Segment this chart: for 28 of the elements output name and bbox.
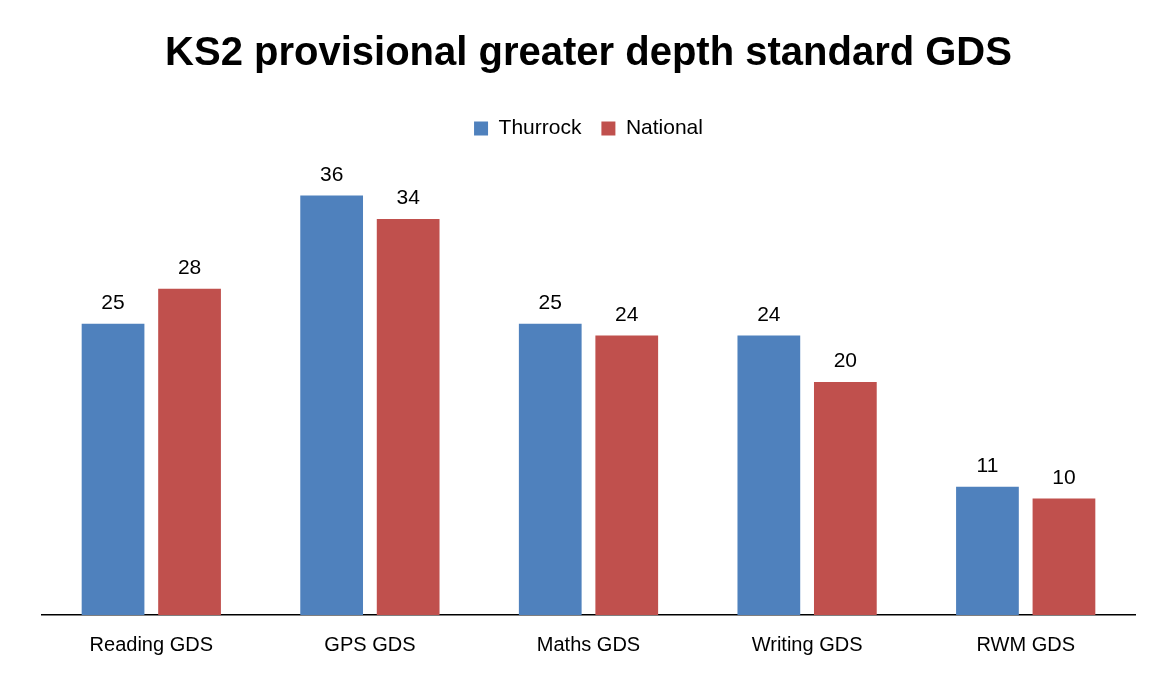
bar xyxy=(595,335,659,615)
bar xyxy=(300,195,364,615)
data-label: 11 xyxy=(976,453,999,477)
data-label: 20 xyxy=(833,348,858,372)
bar xyxy=(158,288,221,615)
bar xyxy=(81,323,145,615)
x-tick-label: RWM GDS xyxy=(976,632,1075,655)
data-label: 34 xyxy=(396,185,421,209)
x-tick-label: Writing GDS xyxy=(751,632,863,655)
bar xyxy=(376,218,440,615)
x-tick-label: Reading GDS xyxy=(89,632,213,655)
bar xyxy=(518,323,582,615)
bar xyxy=(956,486,1019,615)
data-label: 24 xyxy=(615,301,639,325)
legend-label: National xyxy=(625,115,703,139)
x-tick-label: Maths GDS xyxy=(536,632,641,655)
legend-label: Thurrock xyxy=(498,115,582,139)
data-label: 25 xyxy=(101,290,125,314)
bar xyxy=(737,335,801,615)
data-label: 24 xyxy=(757,301,781,325)
chart-title: KS2 provisional greater depth standard GDS xyxy=(165,29,1012,74)
data-label: 10 xyxy=(1052,464,1076,488)
data-label: 36 xyxy=(319,161,344,185)
bar xyxy=(813,382,877,615)
data-label: 25 xyxy=(538,290,562,314)
data-label: 28 xyxy=(177,255,202,279)
bar xyxy=(1032,498,1096,615)
x-tick-label: GPS GDS xyxy=(324,632,416,655)
